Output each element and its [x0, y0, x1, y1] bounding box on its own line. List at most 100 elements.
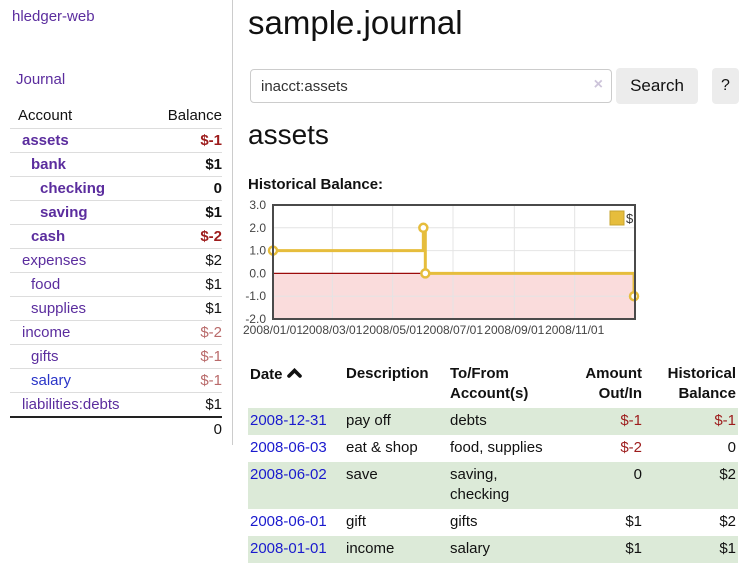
register-header-accounts: To/From Account(s): [448, 360, 560, 408]
accounts-total-spacer: [10, 416, 150, 441]
sidebar-account-link[interactable]: saving: [40, 204, 88, 221]
transaction-amount: $1: [625, 540, 642, 557]
chart-tick-label: -2.0: [245, 312, 266, 326]
register-header-date-label: Date: [250, 366, 283, 383]
account-row: assets $-1: [10, 128, 222, 153]
account-row: income $-2: [10, 320, 222, 345]
page-title: sample.journal: [248, 4, 463, 41]
sidebar-account-link[interactable]: income: [22, 324, 71, 341]
accounts-header-account: Account: [18, 107, 73, 124]
accounts-balance-table: Account Balance assets $-1 bank $1 checking 0…: [10, 104, 222, 441]
transaction-description: gift: [346, 513, 367, 530]
register-row: 2008-06-01 gift gifts $1 $2: [248, 509, 738, 536]
chart-tick-label: 2008/11/01: [545, 323, 604, 337]
accounts-total-value: 0: [150, 416, 222, 441]
sidebar-account-link[interactable]: salary: [31, 372, 72, 389]
chart-tick-label: 2008/09/01: [484, 323, 544, 337]
sidebar-account-link[interactable]: supplies: [31, 300, 87, 317]
register-header-accounts-line1: To/From: [450, 365, 509, 382]
chart-data-point: [418, 222, 429, 234]
transaction-description: income: [346, 540, 395, 557]
search-button[interactable]: Search: [616, 68, 698, 104]
transaction-accounts: saving, checking: [450, 466, 510, 503]
account-row: salary $-1: [10, 368, 222, 393]
chart-border: [272, 204, 636, 320]
account-row: food $1: [10, 272, 222, 297]
sidebar-divider: [232, 0, 233, 445]
account-balance: $-2: [200, 324, 222, 341]
chart-tick-label: 2008/03/01: [302, 323, 362, 337]
transaction-date-link[interactable]: 2008-01-01: [250, 540, 327, 557]
sidebar-account-link[interactable]: checking: [40, 180, 106, 197]
register-row: 2008-01-01 income salary $1 $1: [248, 536, 738, 563]
sidebar-account-link[interactable]: food: [31, 276, 61, 293]
transaction-amount: $-2: [620, 439, 642, 456]
search-input[interactable]: [250, 69, 612, 103]
register-header-row: Date Description To/From Account(s) Amou…: [248, 360, 738, 408]
account-balance: $-1: [200, 132, 222, 149]
account-balance: $2: [205, 252, 222, 269]
accounts-total-row: 0: [10, 416, 222, 441]
account-balance: $-1: [200, 348, 222, 365]
register-header-amount-line1: Amount: [585, 365, 642, 382]
transaction-date-link[interactable]: 2008-06-01: [250, 513, 327, 530]
sidebar-account-link[interactable]: assets: [22, 132, 69, 149]
transaction-description: eat & shop: [346, 439, 418, 456]
register-table: Date Description To/From Account(s) Amou…: [248, 360, 738, 563]
register-header-balance-line2: Balance: [678, 385, 736, 402]
chart-tick-label: 3.0: [249, 198, 266, 212]
sort-ascending-icon: [286, 364, 302, 384]
sidebar-account-link[interactable]: bank: [31, 156, 67, 173]
register-row: 2008-06-02 save saving, checking 0 $2: [248, 462, 738, 509]
transaction-date-link[interactable]: 2008-12-31: [250, 412, 327, 429]
chart-tick-label: 2008/05/01: [363, 323, 423, 337]
register-header-amount: Amount Out/In: [560, 360, 644, 408]
sidebar-account-link[interactable]: expenses: [22, 252, 87, 269]
clear-search-icon[interactable]: ×: [593, 76, 603, 93]
sidebar-account-link[interactable]: gifts: [31, 348, 59, 365]
account-balance: $1: [205, 204, 222, 221]
transaction-description: pay off: [346, 412, 391, 429]
transaction-amount: $1: [625, 513, 642, 530]
sidebar-account-link[interactable]: liabilities:debts: [22, 396, 120, 413]
transaction-accounts: gifts: [450, 513, 478, 530]
transaction-date-link[interactable]: 2008-06-03: [250, 439, 327, 456]
chart-title: Historical Balance:: [248, 176, 384, 193]
account-row: cash $-2: [10, 224, 222, 249]
register-header-amount-line2: Out/In: [598, 385, 642, 402]
register-row: 2008-12-31 pay off debts $-1 $-1: [248, 408, 738, 435]
transaction-accounts: salary: [450, 540, 491, 557]
account-balance: $1: [205, 300, 222, 317]
account-row: checking 0: [10, 176, 222, 201]
brand-link[interactable]: hledger-web: [12, 8, 95, 25]
chart-data-point: [420, 268, 431, 279]
account-row: bank $1: [10, 152, 222, 177]
transaction-description: save: [346, 466, 378, 483]
transaction-amount: $-1: [620, 412, 642, 429]
account-balance: $1: [205, 156, 222, 173]
transaction-date-link[interactable]: 2008-06-02: [250, 466, 327, 483]
chart-legend-swatch: [609, 210, 625, 226]
chart-tick-label: 0.0: [249, 266, 266, 280]
account-balance: $1: [205, 276, 222, 293]
chart-legend-label: $: [626, 211, 634, 226]
chart-tick-label: 1.0: [249, 244, 266, 258]
transaction-accounts: debts: [450, 412, 487, 429]
sidebar-item-journal[interactable]: Journal: [16, 71, 66, 88]
chart-tick-label: 2.0: [249, 221, 266, 235]
account-balance: $1: [205, 396, 222, 413]
sidebar-account-link[interactable]: cash: [31, 228, 66, 245]
transaction-accounts: food, supplies: [450, 439, 543, 456]
accounts-header-row: Account Balance: [10, 104, 222, 129]
help-button[interactable]: ?: [712, 68, 739, 104]
account-row: gifts $-1: [10, 344, 222, 369]
account-heading: assets: [248, 119, 329, 150]
register-header-date[interactable]: Date: [248, 360, 344, 408]
transaction-balance: $1: [719, 540, 736, 557]
transaction-balance: $2: [719, 513, 736, 530]
search-box: ×: [250, 69, 612, 103]
account-row: supplies $1: [10, 296, 222, 321]
register-row: 2008-06-03 eat & shop food, supplies $-2 0: [248, 435, 738, 462]
